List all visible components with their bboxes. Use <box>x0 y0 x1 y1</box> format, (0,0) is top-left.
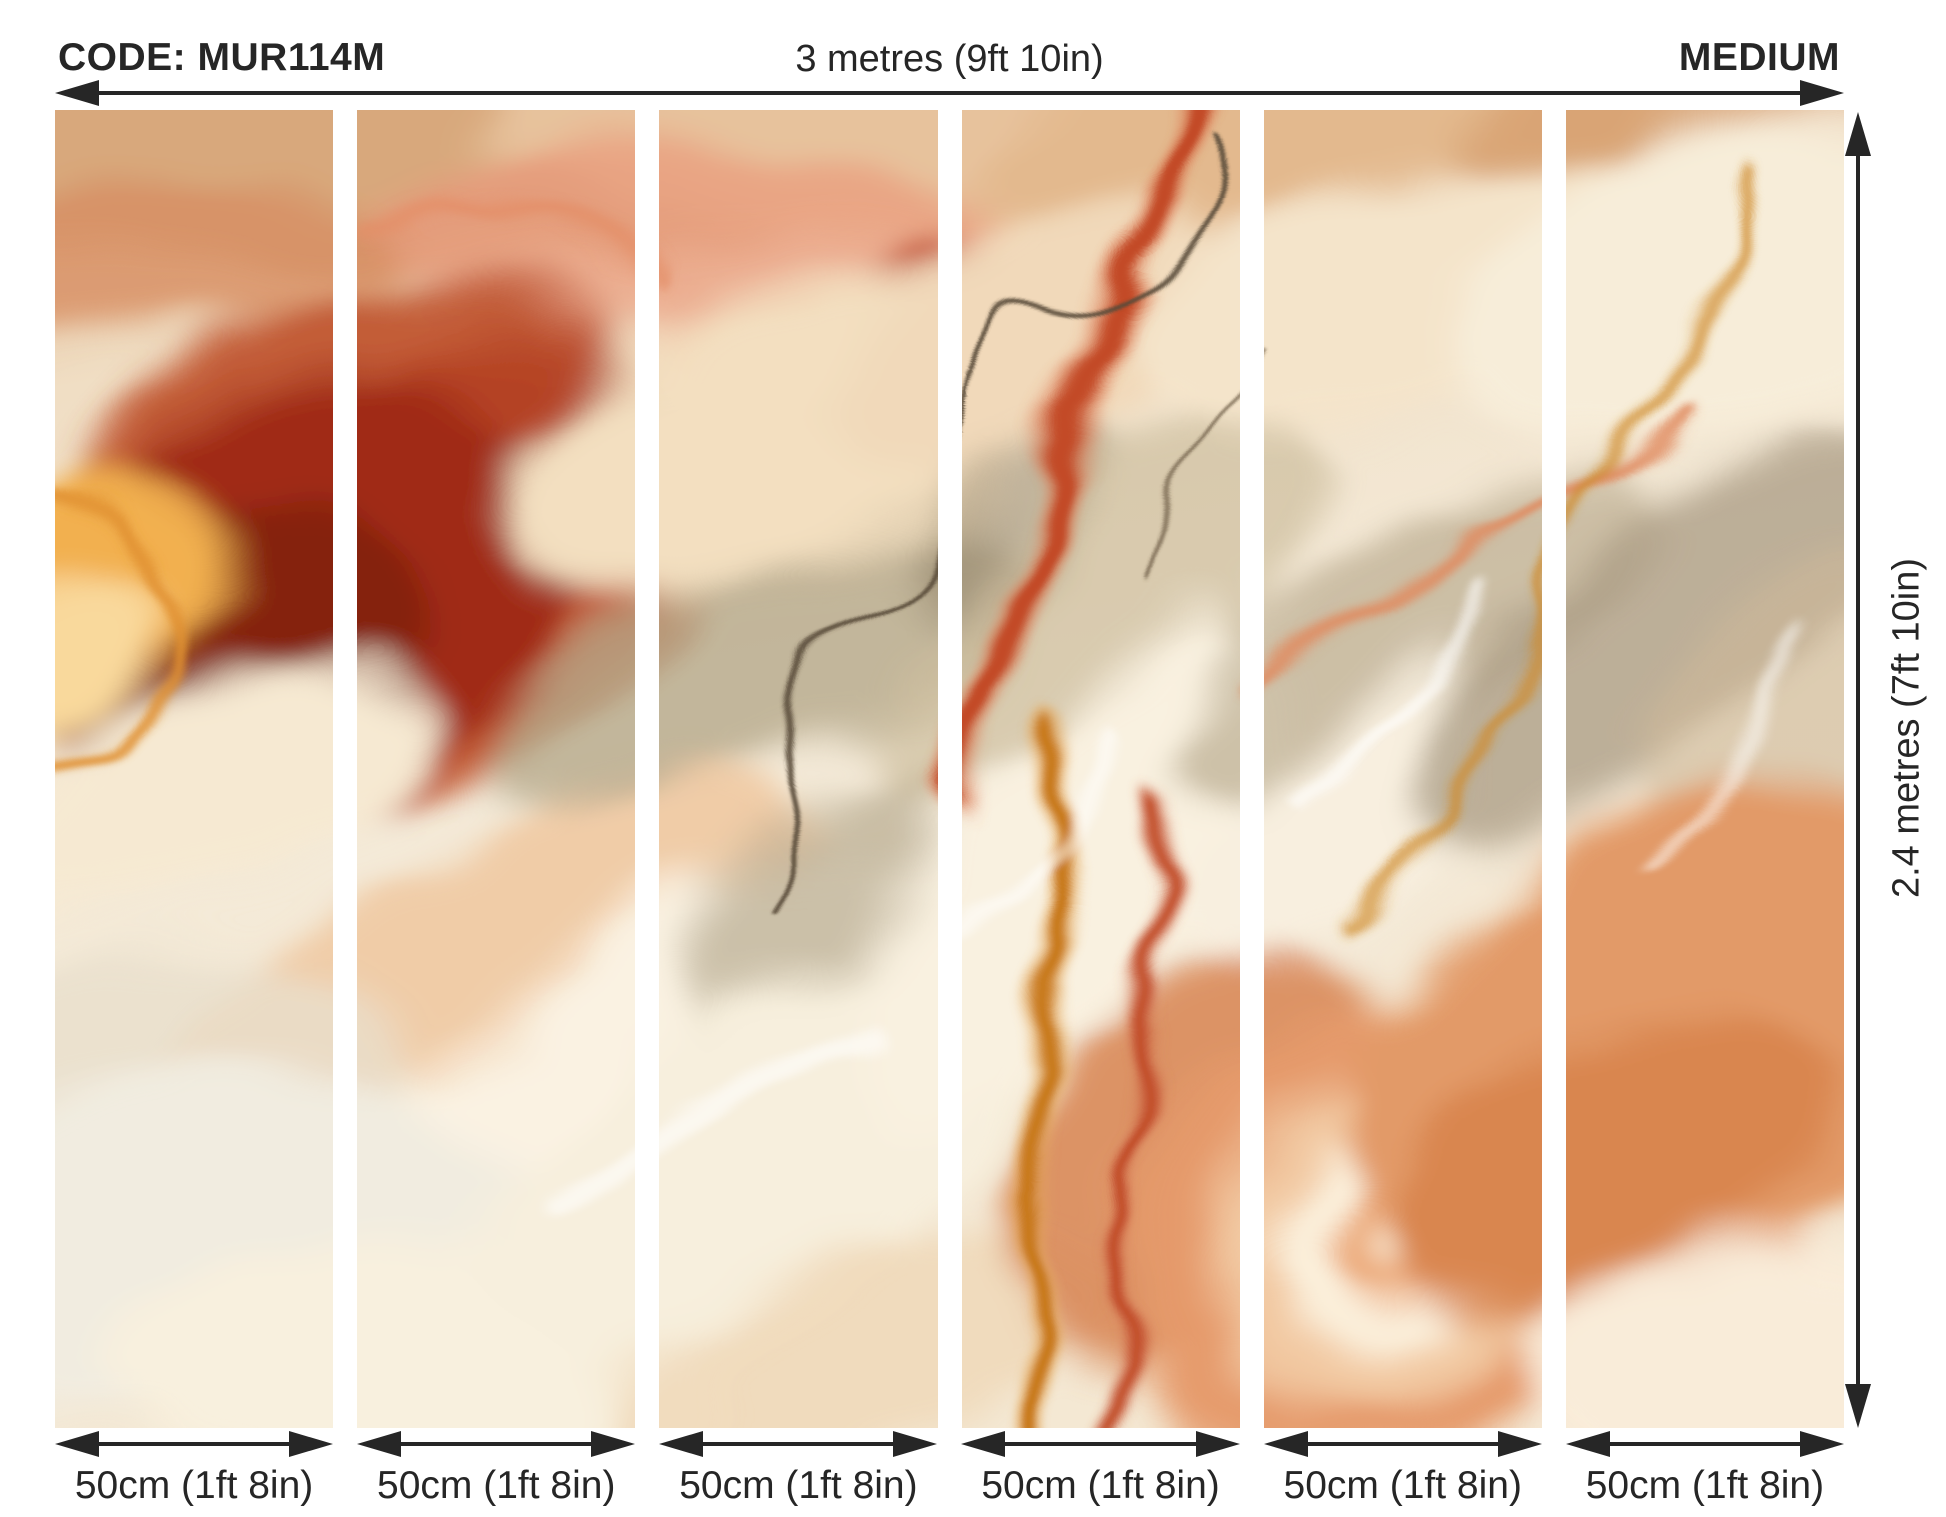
total-height-label: 2.4 metres (7ft 10in) <box>1885 557 1928 899</box>
product-code-label: CODE: MUR114M <box>58 36 386 79</box>
panel-width-label: 50cm (1ft 8in) <box>1283 1464 1522 1507</box>
arrowhead-up-icon <box>1845 112 1871 156</box>
arrow-line <box>971 1442 1230 1446</box>
panel-width-label: 50cm (1ft 8in) <box>1585 1464 1825 1507</box>
height-dimension-arrow <box>1845 112 1871 1428</box>
panel-width-label: 50cm (1ft 8in) <box>679 1464 918 1507</box>
arrowhead-right-icon <box>1497 1431 1542 1457</box>
panel-width-label: 50cm (1ft 8in) <box>981 1464 1220 1507</box>
arrowhead-right-icon <box>1799 1431 1844 1457</box>
arrowhead-right-icon <box>289 1431 334 1457</box>
arrow-line <box>669 1442 928 1446</box>
arrow-line <box>1273 1442 1532 1446</box>
panel-gap <box>333 110 358 1428</box>
panel-width-arrow <box>357 1431 636 1457</box>
arrowhead-right-icon <box>893 1431 938 1457</box>
panel-gap <box>635 110 660 1428</box>
panel-width-arrow <box>1565 1431 1844 1457</box>
arrowhead-left-icon <box>961 1431 1006 1457</box>
panel-dimension: 50cm (1ft 8in) <box>1565 1431 1844 1508</box>
width-dimension-arrow <box>55 80 1844 106</box>
panel-width-arrow <box>659 1431 938 1457</box>
panel-dimension: 50cm (1ft 8in) <box>659 1431 938 1508</box>
arrowhead-left-icon <box>1263 1431 1308 1457</box>
panel-dimension: 50cm (1ft 8in) <box>357 1431 636 1508</box>
panel-dimensions-row: 50cm (1ft 8in) 50cm (1ft 8in) 50cm (1ft … <box>55 1431 1844 1508</box>
total-width-label: 3 metres (9ft 10in) <box>795 38 1104 80</box>
arrow-line <box>65 91 1834 95</box>
arrow-line <box>1856 122 1860 1418</box>
arrowhead-right-icon <box>1800 80 1844 106</box>
size-category-label: MEDIUM <box>1678 36 1840 79</box>
panel-gap <box>937 110 962 1428</box>
mural-preview <box>55 110 1844 1428</box>
arrowhead-left-icon <box>659 1431 704 1457</box>
arrowhead-left-icon <box>55 1431 99 1457</box>
arrowhead-left-icon <box>55 80 99 106</box>
panel-width-arrow <box>1263 1431 1542 1457</box>
panel-gap <box>1541 110 1566 1428</box>
arrowhead-right-icon <box>1195 1431 1240 1457</box>
arrow-line <box>65 1442 324 1446</box>
arrowhead-left-icon <box>357 1431 402 1457</box>
arrow-line <box>1575 1442 1834 1446</box>
arrow-line <box>367 1442 626 1446</box>
arrowhead-left-icon <box>1565 1431 1610 1457</box>
panel-width-arrow <box>55 1431 334 1457</box>
panel-dimension: 50cm (1ft 8in) <box>55 1431 334 1508</box>
panel-dimension: 50cm (1ft 8in) <box>961 1431 1240 1508</box>
arrowhead-right-icon <box>591 1431 636 1457</box>
panel-gap <box>1239 110 1264 1428</box>
panel-width-label: 50cm (1ft 8in) <box>74 1464 314 1507</box>
panel-width-label: 50cm (1ft 8in) <box>377 1464 616 1507</box>
panel-width-arrow <box>961 1431 1240 1457</box>
arrowhead-down-icon <box>1845 1384 1871 1428</box>
panel-dimension: 50cm (1ft 8in) <box>1263 1431 1542 1508</box>
